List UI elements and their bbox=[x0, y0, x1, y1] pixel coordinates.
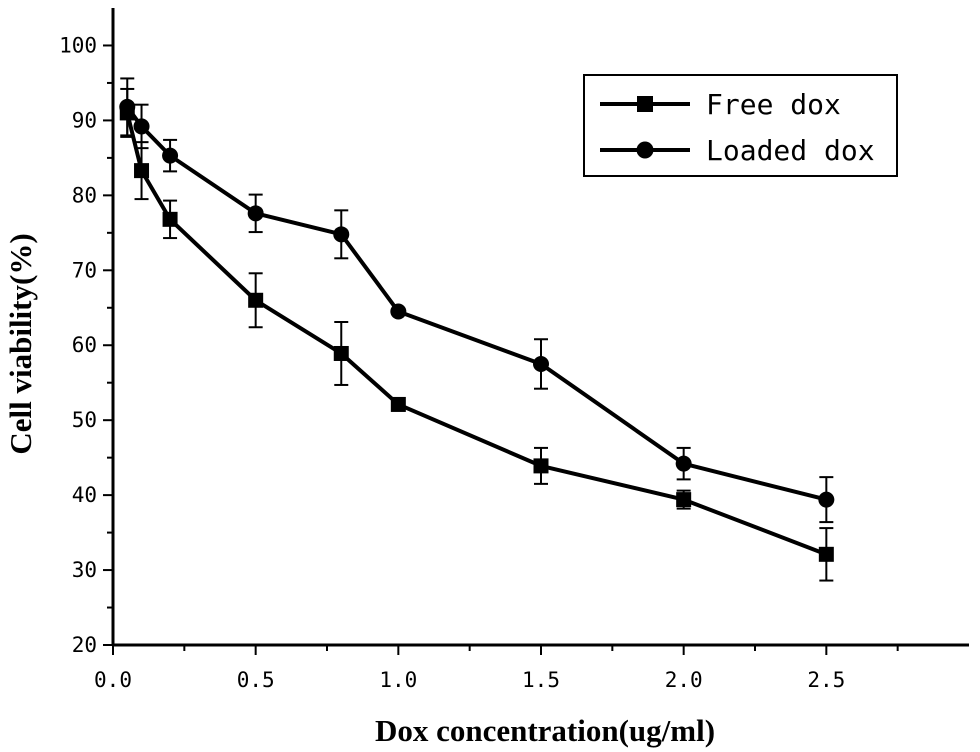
legend: Free dox Loaded dox bbox=[583, 74, 898, 177]
data-point-free-dox bbox=[676, 492, 692, 508]
legend-label-loaded-dox: Loaded dox bbox=[706, 134, 875, 167]
y-tick-label: 20 bbox=[72, 633, 97, 657]
y-tick-label: 70 bbox=[72, 258, 97, 282]
y-tick-label: 100 bbox=[59, 33, 97, 57]
y-axis-title: Cell viability(%) bbox=[3, 233, 38, 454]
y-tick-label: 50 bbox=[72, 408, 97, 432]
series-layer bbox=[119, 77, 835, 582]
y-tick-label: 90 bbox=[72, 108, 97, 132]
x-tick-label: 2.0 bbox=[665, 668, 703, 692]
data-point-loaded-dox bbox=[533, 355, 549, 372]
x-tick-label: 1.5 bbox=[522, 668, 560, 692]
x-axis-title: Dox concentration(ug/ml) bbox=[375, 713, 715, 748]
data-point-loaded-dox bbox=[675, 455, 692, 472]
y-tick-label: 80 bbox=[72, 183, 97, 207]
data-point-free-dox bbox=[162, 211, 178, 227]
legend-marker-loaded-dox bbox=[636, 141, 654, 159]
data-point-free-dox bbox=[333, 345, 349, 361]
data-point-loaded-dox bbox=[133, 118, 150, 135]
series-loaded-dox bbox=[119, 77, 835, 524]
series-free-dox bbox=[119, 87, 834, 582]
data-point-loaded-dox bbox=[333, 226, 350, 243]
x-tick-label: 0.5 bbox=[237, 668, 275, 692]
y-tick-label: 40 bbox=[72, 483, 97, 507]
legend-box bbox=[583, 74, 898, 177]
legend-label-free-dox: Free dox bbox=[706, 88, 841, 121]
data-point-free-dox bbox=[390, 396, 406, 412]
data-point-free-dox bbox=[818, 546, 834, 562]
y-tick-label: 30 bbox=[72, 558, 97, 582]
data-point-loaded-dox bbox=[162, 147, 179, 164]
y-axis-ticks: 20 30 40 50 60 70 80 90 100 bbox=[59, 33, 113, 657]
data-point-free-dox bbox=[134, 163, 150, 179]
data-point-loaded-dox bbox=[818, 491, 835, 508]
x-tick-label: 0.0 bbox=[94, 668, 132, 692]
x-axis-ticks: 0.0 0.5 1.0 1.5 2.0 2.5 bbox=[94, 645, 899, 692]
data-point-loaded-dox bbox=[390, 303, 407, 320]
x-tick-label: 1.0 bbox=[379, 668, 417, 692]
x-tick-label: 2.5 bbox=[807, 668, 845, 692]
legend-marker-free-dox bbox=[637, 96, 653, 112]
data-point-loaded-dox bbox=[247, 205, 264, 222]
series-line-free-dox bbox=[125, 112, 828, 557]
y-tick-label: 60 bbox=[72, 333, 97, 357]
data-point-free-dox bbox=[533, 458, 549, 474]
data-point-free-dox bbox=[248, 292, 264, 308]
data-point-loaded-dox bbox=[119, 98, 136, 115]
